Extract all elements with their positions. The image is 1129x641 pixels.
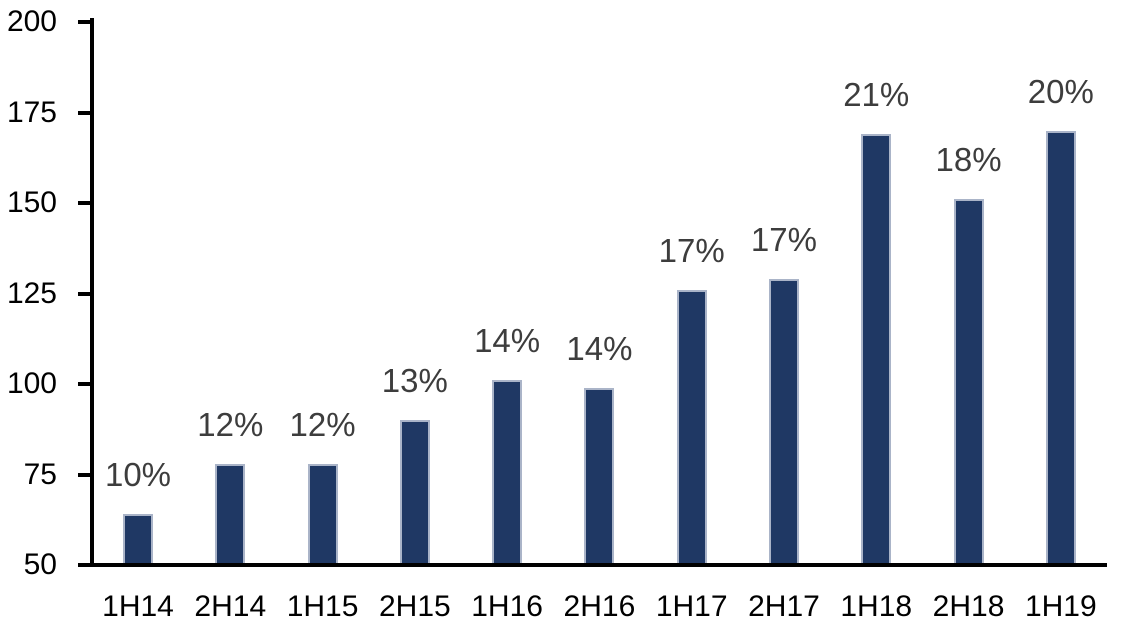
data-label: 17% <box>658 231 725 269</box>
x-axis-line <box>90 563 1107 567</box>
bar-1H16 <box>492 380 523 563</box>
y-tick-mark <box>78 382 92 386</box>
bar-2H17 <box>768 279 799 563</box>
x-tick-label: 1H15 <box>286 590 359 623</box>
data-label: 21% <box>843 76 910 114</box>
data-label: 18% <box>935 141 1002 179</box>
y-tick-mark <box>78 20 92 24</box>
y-tick-label: 100 <box>6 367 57 400</box>
bar-1H19 <box>1045 130 1076 563</box>
data-label: 12% <box>289 405 356 443</box>
bar-1H15 <box>307 463 338 563</box>
y-tick-mark <box>78 110 92 115</box>
bar-2H15 <box>399 420 430 563</box>
bar-2H14 <box>215 463 246 563</box>
x-tick-label: 2H16 <box>563 590 636 623</box>
y-tick-label: 200 <box>6 5 57 38</box>
data-label: 14% <box>474 322 541 360</box>
y-tick-label: 50 <box>23 548 57 581</box>
x-tick-label: 1H14 <box>102 590 174 623</box>
x-tick-label: 2H15 <box>378 590 451 623</box>
data-label: 20% <box>1027 72 1094 110</box>
y-tick-mark <box>78 291 92 296</box>
x-tick-label: 1H16 <box>471 590 543 623</box>
bar-1H17 <box>676 289 707 563</box>
x-tick-label: 2H18 <box>932 590 1005 623</box>
x-tick-label: 1H19 <box>1024 590 1097 623</box>
y-axis-line <box>90 18 94 567</box>
y-tick-label: 175 <box>6 95 57 129</box>
bar-1H18 <box>861 134 892 563</box>
bar-2H16 <box>584 387 615 563</box>
data-label: 12% <box>197 405 264 443</box>
bar-2H18 <box>953 199 984 563</box>
x-tick-label: 2H17 <box>748 590 820 623</box>
y-tick-mark <box>78 201 92 205</box>
y-tick-label: 125 <box>6 276 57 310</box>
data-label: 10% <box>104 456 172 494</box>
y-tick-label: 150 <box>6 186 57 219</box>
bar-1H14 <box>123 514 153 563</box>
y-tick-mark <box>78 563 92 567</box>
x-tick-label: 1H18 <box>840 590 913 623</box>
x-tick-label: 2H14 <box>194 590 267 623</box>
data-label: 17% <box>750 221 817 259</box>
data-label: 14% <box>566 329 633 367</box>
data-label: 13% <box>381 362 448 400</box>
y-tick-mark <box>78 472 92 477</box>
y-tick-label: 75 <box>23 457 57 491</box>
x-tick-label: 1H17 <box>655 590 728 623</box>
